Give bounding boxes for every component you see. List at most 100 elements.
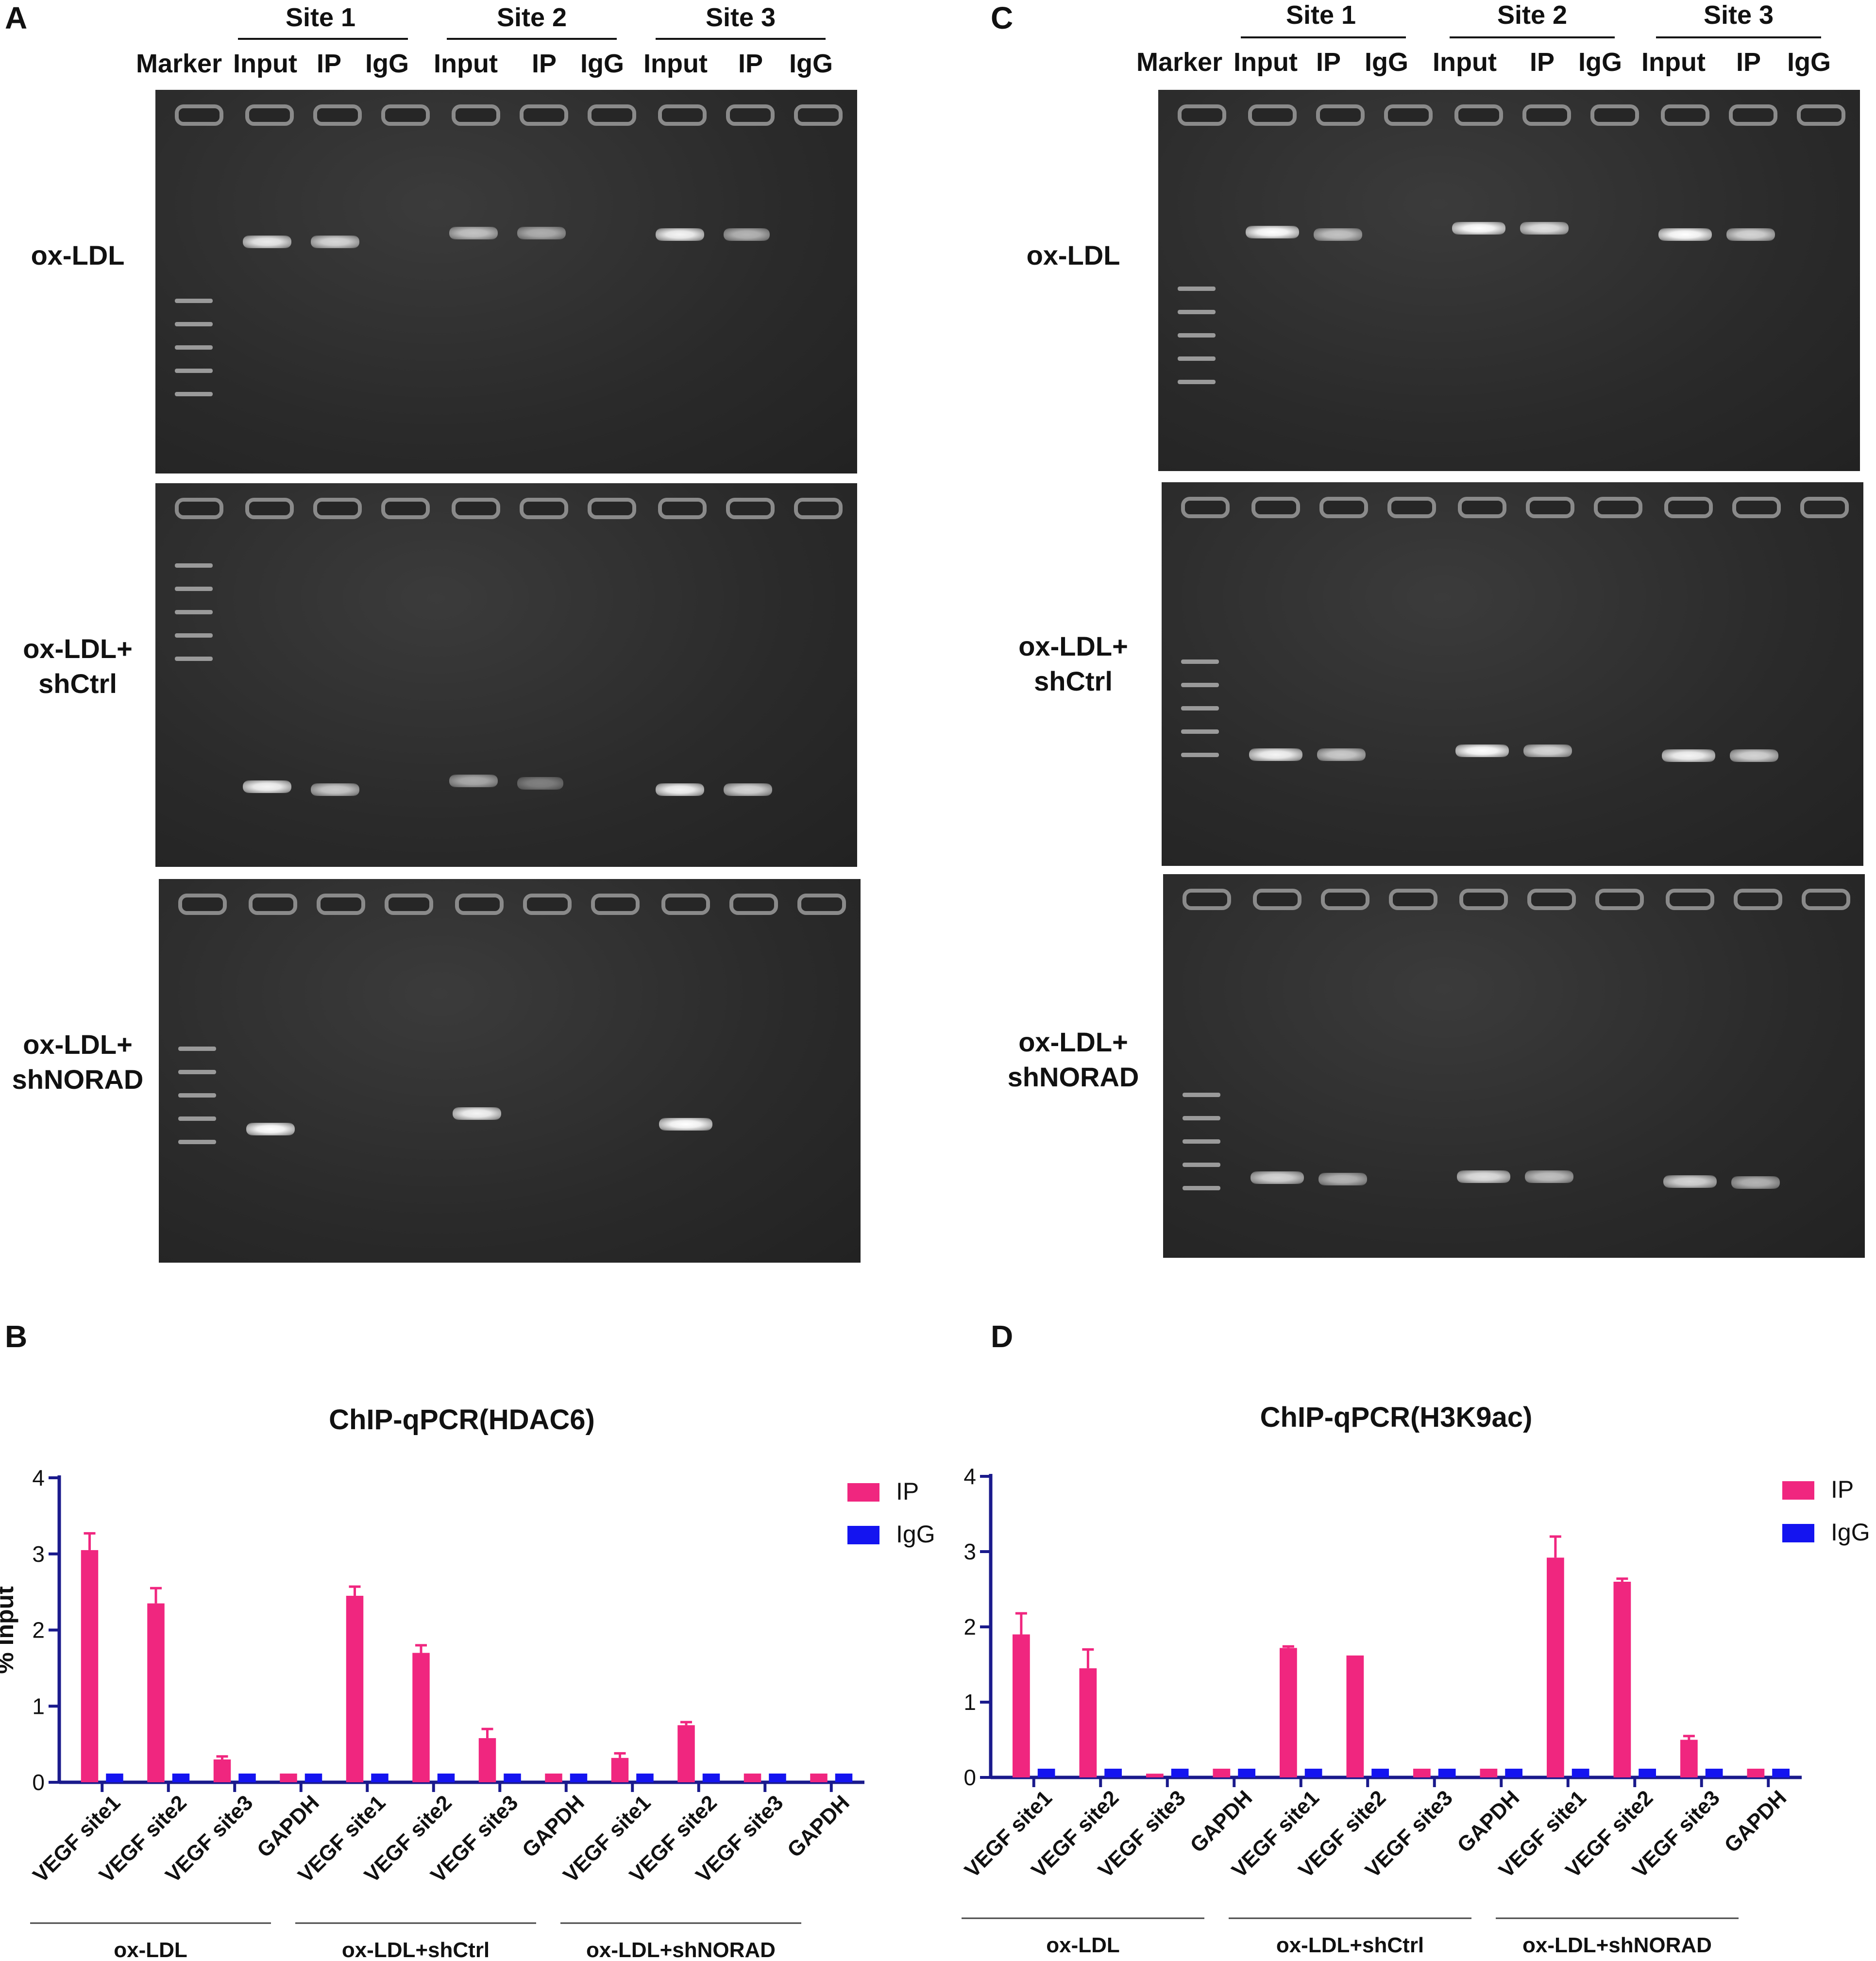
bar-ip bbox=[1146, 1774, 1164, 1777]
bar-ip bbox=[1613, 1582, 1631, 1777]
lane-label: IgG bbox=[580, 49, 624, 78]
x-tick-label: GAPDH bbox=[783, 1791, 854, 1862]
ladder-band bbox=[175, 392, 213, 396]
ladder-band bbox=[175, 322, 213, 326]
site-divider bbox=[1450, 36, 1615, 38]
site-divider bbox=[656, 38, 826, 40]
gel-well bbox=[661, 894, 710, 915]
dna-band bbox=[1662, 749, 1715, 762]
gel-image-a-ox-ldl bbox=[155, 90, 857, 473]
lane-label: Input bbox=[1433, 48, 1497, 77]
gel-well bbox=[178, 894, 227, 915]
row-label-line: ox-LDL bbox=[1026, 240, 1120, 270]
ladder-band bbox=[1181, 729, 1219, 734]
gel-well bbox=[1802, 889, 1850, 910]
gel-well bbox=[794, 498, 843, 519]
gel-well bbox=[1590, 104, 1639, 126]
dna-band bbox=[1317, 748, 1366, 761]
y-tick-label: 4 bbox=[32, 1465, 45, 1490]
bar-ip bbox=[1280, 1648, 1297, 1777]
row-label-line: ox-LDL+ bbox=[23, 1029, 133, 1060]
gel-well bbox=[249, 894, 297, 915]
ladder-band bbox=[1181, 706, 1219, 710]
bar-ip bbox=[1346, 1655, 1364, 1777]
gel-well bbox=[658, 498, 707, 519]
y-axis-label: % Input bbox=[0, 1586, 18, 1674]
gel-well bbox=[1526, 497, 1574, 518]
row-label-line: ox-LDL+ bbox=[23, 633, 133, 664]
dna-band bbox=[656, 228, 704, 241]
bar-ip bbox=[478, 1738, 496, 1782]
bar-igg bbox=[238, 1774, 256, 1782]
ladder-band bbox=[1181, 753, 1219, 757]
bar-igg bbox=[1304, 1769, 1322, 1777]
y-tick-label: 4 bbox=[963, 1464, 976, 1489]
site-label: Site 3 bbox=[1703, 0, 1774, 30]
bar-igg bbox=[570, 1774, 588, 1782]
gel-well bbox=[1595, 889, 1644, 910]
bar-igg bbox=[1639, 1769, 1656, 1777]
dna-band bbox=[1251, 1171, 1304, 1184]
gel-well bbox=[385, 894, 433, 915]
gel-well bbox=[452, 104, 500, 126]
ladder-band bbox=[175, 345, 213, 350]
group-label: ox-LDL bbox=[114, 1938, 187, 1961]
gel-row-label: ox-LDL bbox=[996, 238, 1151, 273]
lane-label: IP bbox=[1530, 48, 1555, 77]
dna-band bbox=[243, 236, 291, 248]
row-label-line: ox-LDL bbox=[31, 240, 125, 270]
bar-igg bbox=[769, 1774, 786, 1782]
y-tick-label: 1 bbox=[963, 1690, 976, 1715]
gel-well bbox=[1459, 889, 1508, 910]
site-label: Site 1 bbox=[1285, 0, 1356, 30]
legend-swatch bbox=[1782, 1524, 1814, 1542]
dna-band bbox=[311, 783, 359, 796]
bar-igg bbox=[1772, 1769, 1790, 1777]
bar-ip bbox=[1680, 1740, 1698, 1777]
gel-well bbox=[658, 104, 707, 126]
dna-band bbox=[517, 777, 563, 790]
gel-well bbox=[1729, 104, 1777, 126]
site-label: Site 1 bbox=[285, 3, 356, 32]
bar-ip bbox=[744, 1774, 761, 1782]
gel-well bbox=[245, 498, 294, 519]
row-label-line: ox-LDL+ bbox=[1018, 1027, 1128, 1057]
gel-well bbox=[1178, 104, 1226, 126]
gel-well bbox=[1522, 104, 1571, 126]
ladder-band bbox=[1178, 310, 1216, 314]
ladder-band bbox=[1178, 333, 1216, 338]
dna-band bbox=[1314, 228, 1362, 241]
chart-title: ChIP-qPCR(H3K9ac) bbox=[1260, 1402, 1533, 1433]
bar-ip bbox=[1079, 1668, 1097, 1777]
lane-label: Input bbox=[233, 49, 297, 78]
dna-band bbox=[311, 236, 359, 248]
gel-well bbox=[1454, 104, 1503, 126]
ladder-band bbox=[175, 563, 213, 568]
gel-well bbox=[729, 894, 778, 915]
gel-image-c-ox-ldl bbox=[1158, 90, 1860, 471]
gel-well bbox=[1458, 497, 1506, 518]
gel-well bbox=[591, 894, 640, 915]
ladder-band bbox=[178, 1047, 216, 1051]
gel-well bbox=[1732, 497, 1781, 518]
bar-ip bbox=[677, 1725, 695, 1782]
row-label-line: ox-LDL+ bbox=[1018, 631, 1128, 661]
dna-band bbox=[1455, 744, 1509, 757]
gel-well bbox=[1384, 104, 1433, 126]
gel-well bbox=[1527, 889, 1576, 910]
dna-band bbox=[246, 1123, 295, 1135]
bar-igg bbox=[702, 1774, 720, 1782]
legend-label: IP bbox=[1831, 1476, 1854, 1503]
dna-band bbox=[243, 780, 291, 793]
bar-igg bbox=[1705, 1769, 1723, 1777]
gel-well bbox=[313, 104, 362, 126]
bar-ip bbox=[545, 1774, 562, 1782]
bar-igg bbox=[1037, 1769, 1055, 1777]
site-label: Site 3 bbox=[705, 3, 776, 32]
ladder-band bbox=[178, 1116, 216, 1121]
gel-well bbox=[1661, 104, 1709, 126]
y-tick-label: 1 bbox=[32, 1693, 45, 1719]
lane-label: IgG bbox=[1365, 48, 1408, 77]
lane-label: Input bbox=[1641, 48, 1706, 77]
y-tick-label: 2 bbox=[963, 1614, 976, 1640]
